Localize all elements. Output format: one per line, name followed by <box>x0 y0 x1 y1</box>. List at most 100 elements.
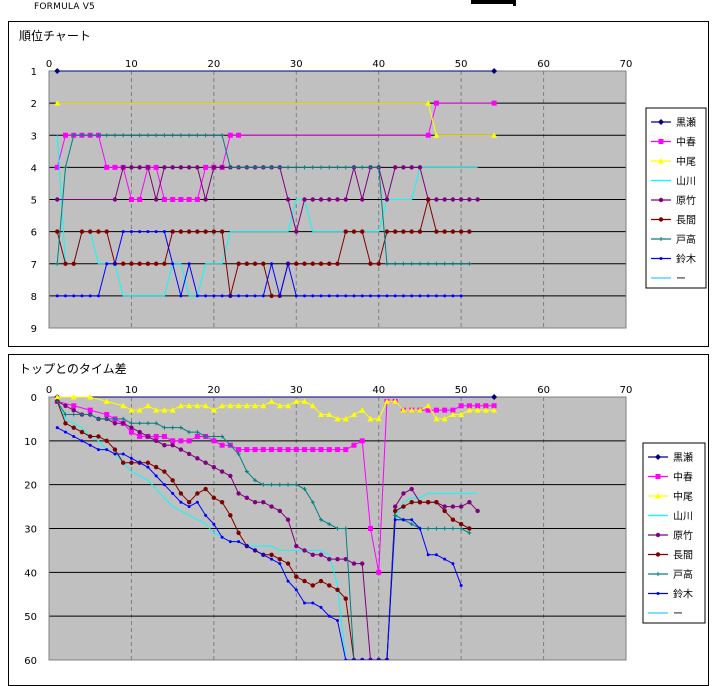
legend-marker <box>655 454 661 460</box>
data-point <box>360 165 365 170</box>
data-point <box>491 100 497 106</box>
data-point <box>310 197 315 202</box>
data-point <box>269 293 274 299</box>
data-point <box>63 421 68 426</box>
data-point <box>113 452 117 456</box>
data-point <box>253 294 257 298</box>
data-point <box>220 133 225 138</box>
data-point <box>120 261 126 266</box>
data-point <box>195 165 200 170</box>
data-point <box>302 197 307 202</box>
data-point <box>434 261 439 266</box>
data-point <box>195 133 200 138</box>
data-point <box>63 430 67 434</box>
data-point <box>450 504 456 509</box>
x-tick-label: 70 <box>620 59 633 70</box>
data-point <box>121 452 125 456</box>
y-tick-label: 4 <box>31 163 37 174</box>
data-point <box>112 133 117 138</box>
data-point <box>294 588 298 592</box>
x-tick-label: 10 <box>125 59 138 70</box>
data-point <box>343 165 348 170</box>
data-point <box>186 165 192 170</box>
data-point <box>343 596 348 601</box>
data-point <box>153 464 159 470</box>
data-point <box>186 197 192 202</box>
series-戸高 <box>55 133 472 266</box>
data-point <box>252 402 259 409</box>
data-point <box>285 402 292 409</box>
data-point <box>71 407 76 413</box>
data-point <box>351 229 357 234</box>
data-point <box>55 261 60 266</box>
data-point <box>178 447 184 452</box>
data-point <box>383 398 390 404</box>
data-point <box>162 230 166 234</box>
data-point <box>359 407 366 413</box>
data-point <box>327 294 331 298</box>
data-point <box>269 447 275 453</box>
data-point <box>278 294 282 298</box>
data-point <box>79 133 84 138</box>
legend-label: 中春 <box>676 136 696 149</box>
data-point <box>211 229 217 234</box>
x-tick-label: 40 <box>372 385 385 396</box>
data-point <box>261 500 266 505</box>
data-point <box>195 294 199 298</box>
data-point <box>310 552 315 557</box>
data-point <box>88 133 93 138</box>
data-point <box>219 442 225 448</box>
data-point <box>277 482 282 487</box>
data-point <box>72 294 76 298</box>
data-point <box>318 197 324 202</box>
data-point <box>301 398 308 404</box>
data-point <box>219 229 225 234</box>
data-point <box>162 483 166 487</box>
data-point <box>458 229 464 234</box>
data-point <box>186 229 192 234</box>
data-point <box>309 402 316 409</box>
data-point <box>303 294 307 298</box>
data-point <box>443 294 447 298</box>
data-point <box>203 197 208 202</box>
data-point <box>219 165 225 170</box>
data-point <box>442 197 447 202</box>
data-point <box>121 416 126 421</box>
data-point <box>178 425 183 430</box>
data-point <box>71 261 76 266</box>
y-tick-label: 7 <box>31 260 37 271</box>
rank-chart: 0 10 20 30 40 50 60 70 1 2 3 4 5 6 7 8 9 黒瀬中春中尾山川原竹長間戸高鈴木… <box>31 59 707 335</box>
data-point <box>228 294 232 298</box>
data-point <box>219 500 225 505</box>
data-point <box>319 165 324 170</box>
data-point <box>138 230 142 234</box>
data-point <box>293 447 299 453</box>
data-point <box>245 294 249 298</box>
data-point <box>220 535 224 539</box>
data-point <box>401 294 405 298</box>
data-point <box>96 434 101 439</box>
data-point <box>400 407 407 413</box>
data-point <box>236 165 241 170</box>
data-point <box>178 197 184 202</box>
data-point <box>327 197 332 202</box>
data-point <box>105 262 109 266</box>
data-point <box>352 294 356 298</box>
data-point <box>54 68 61 74</box>
data-point <box>458 197 464 202</box>
data-point <box>458 411 465 418</box>
data-point <box>129 421 134 426</box>
data-point <box>219 402 226 409</box>
data-point <box>203 133 208 138</box>
data-point <box>393 513 398 518</box>
data-point <box>294 543 299 549</box>
data-point <box>71 133 76 138</box>
data-point <box>243 402 250 409</box>
data-point <box>384 197 390 202</box>
data-point <box>244 469 249 474</box>
data-point <box>137 261 142 266</box>
data-point <box>228 513 233 518</box>
data-point <box>450 229 456 234</box>
data-point <box>335 526 340 531</box>
data-point <box>350 411 357 418</box>
